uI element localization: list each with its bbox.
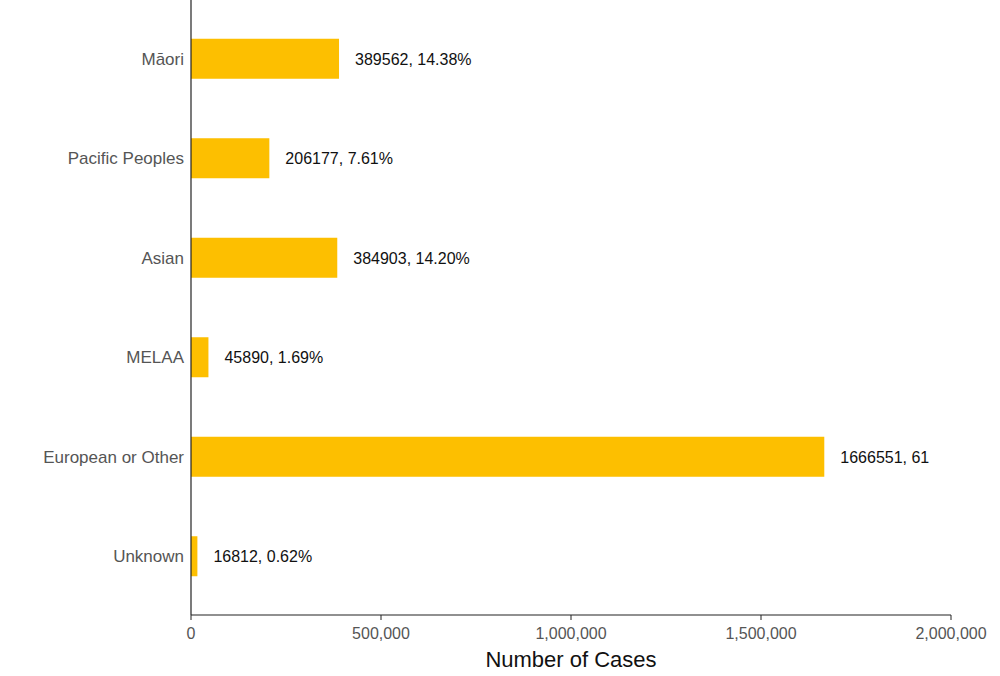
x-tick-label: 500,000 (352, 625, 410, 642)
x-tick (381, 615, 382, 620)
data-label: 45890, 1.69% (224, 349, 323, 366)
bar (191, 536, 197, 576)
bar (191, 39, 339, 79)
x-tick-label: 0 (187, 625, 196, 642)
x-tick-label: 1,500,000 (725, 625, 796, 642)
y-axis-line (190, 0, 191, 615)
x-ticks: 0 500,000 1,000,000 1,500,000 2,000,000 (187, 615, 987, 642)
labels: Māori 389562, 14.38% Pacific Peoples 206177… (43, 50, 929, 567)
chart-container: Māori 389562, 14.38% Pacific Peoples 206177… (0, 0, 1000, 676)
chart-svg: Māori 389562, 14.38% Pacific Peoples 206177… (0, 0, 1000, 676)
bars (191, 39, 824, 577)
data-label: 206177, 7.61% (285, 150, 393, 167)
category-label: MELAA (126, 348, 184, 367)
x-tick (951, 615, 952, 620)
category-label: Unknown (113, 547, 184, 566)
category-label: Pacific Peoples (68, 149, 184, 168)
category-label: European or Other (43, 448, 184, 467)
x-tick-label: 1,000,000 (535, 625, 606, 642)
x-tick (761, 615, 762, 620)
x-tick-label: 2,000,000 (915, 625, 986, 642)
bar (191, 138, 269, 178)
x-tick (191, 615, 192, 620)
data-label: 384903, 14.20% (353, 250, 470, 267)
bar (191, 337, 208, 377)
category-label: Māori (141, 50, 184, 69)
category-label: Asian (141, 249, 184, 268)
x-tick (571, 615, 572, 620)
x-axis-title: Number of Cases (485, 647, 656, 672)
bar (191, 238, 337, 278)
data-label: 1666551, 61 (840, 449, 929, 466)
data-label: 16812, 0.62% (213, 548, 312, 565)
data-label: 389562, 14.38% (355, 51, 472, 68)
bar (191, 437, 824, 477)
